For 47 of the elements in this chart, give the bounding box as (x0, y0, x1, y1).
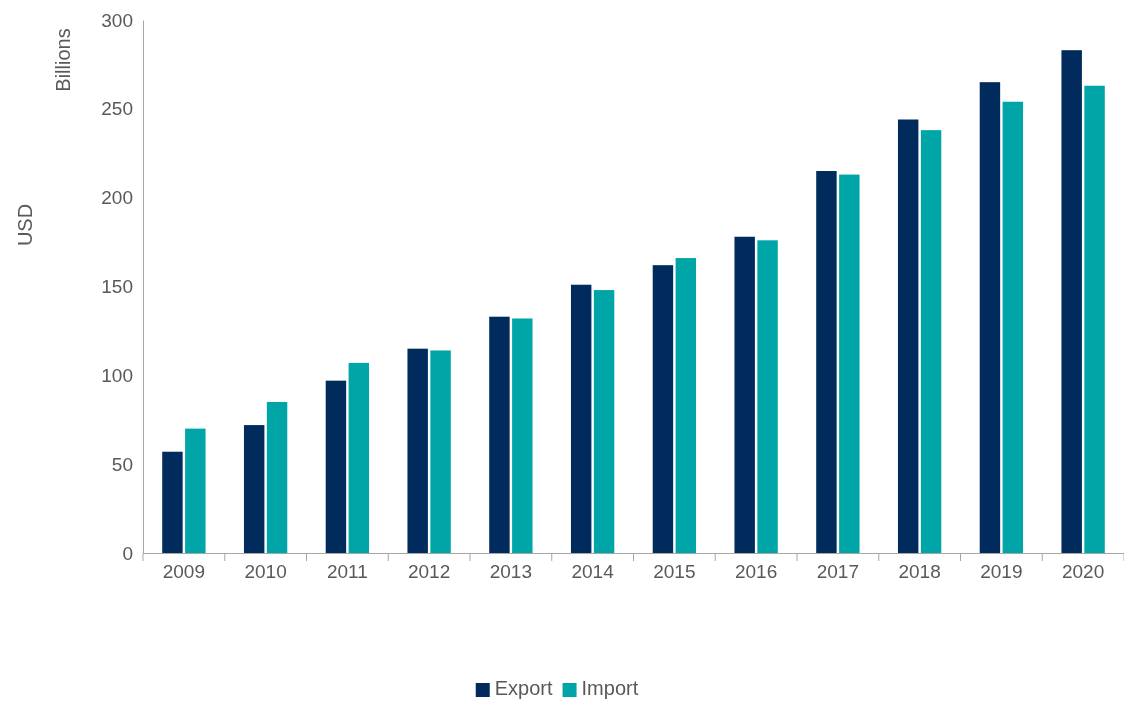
x-tick-label: 2013 (489, 561, 533, 583)
bar (1061, 50, 1082, 553)
bar (570, 284, 592, 553)
bar (1002, 101, 1024, 553)
y-tick-label: 50 (111, 453, 133, 475)
bar (652, 265, 674, 553)
x-tick-label: 2015 (653, 561, 696, 583)
x-tick-label: 2014 (571, 561, 615, 583)
bar (593, 290, 615, 553)
y-tick-label: 0 (122, 542, 133, 564)
bar (266, 401, 288, 553)
legend-label: Import (581, 677, 639, 699)
bar (1084, 85, 1105, 553)
bar (757, 240, 778, 553)
y-tick-label: 300 (101, 9, 133, 31)
bar (430, 350, 451, 553)
bar (920, 130, 942, 553)
bar (348, 362, 370, 553)
x-tick-label: 2016 (734, 561, 778, 583)
x-tick-label: 2009 (162, 561, 206, 583)
y-tick-label: 200 (101, 187, 133, 209)
x-tick-label: 2017 (816, 561, 860, 583)
bar (243, 425, 265, 553)
x-tick-label: 2019 (980, 561, 1023, 583)
bar (185, 428, 206, 553)
bar (489, 316, 510, 553)
bar (734, 236, 755, 553)
bar (897, 119, 919, 553)
y-tick-label: 250 (101, 98, 133, 120)
x-tick-label: 2010 (244, 561, 287, 583)
legend-label: Export (494, 677, 553, 699)
x-tick-label: 2020 (1061, 561, 1105, 583)
x-tick-label: 2018 (898, 561, 941, 583)
bar (979, 82, 1001, 553)
bar (162, 451, 183, 553)
bar (407, 348, 428, 553)
bar (839, 174, 860, 553)
bar (325, 380, 347, 553)
bar (675, 258, 697, 553)
x-tick-label: 2012 (407, 561, 451, 583)
y-tick-label: 150 (101, 276, 133, 298)
bar (816, 171, 837, 553)
x-tick-label: 2011 (326, 561, 368, 583)
text: Billions (52, 28, 74, 92)
y-tick-label: 100 (101, 364, 133, 386)
y-axis-title: USD (14, 203, 36, 247)
bar (512, 318, 533, 553)
